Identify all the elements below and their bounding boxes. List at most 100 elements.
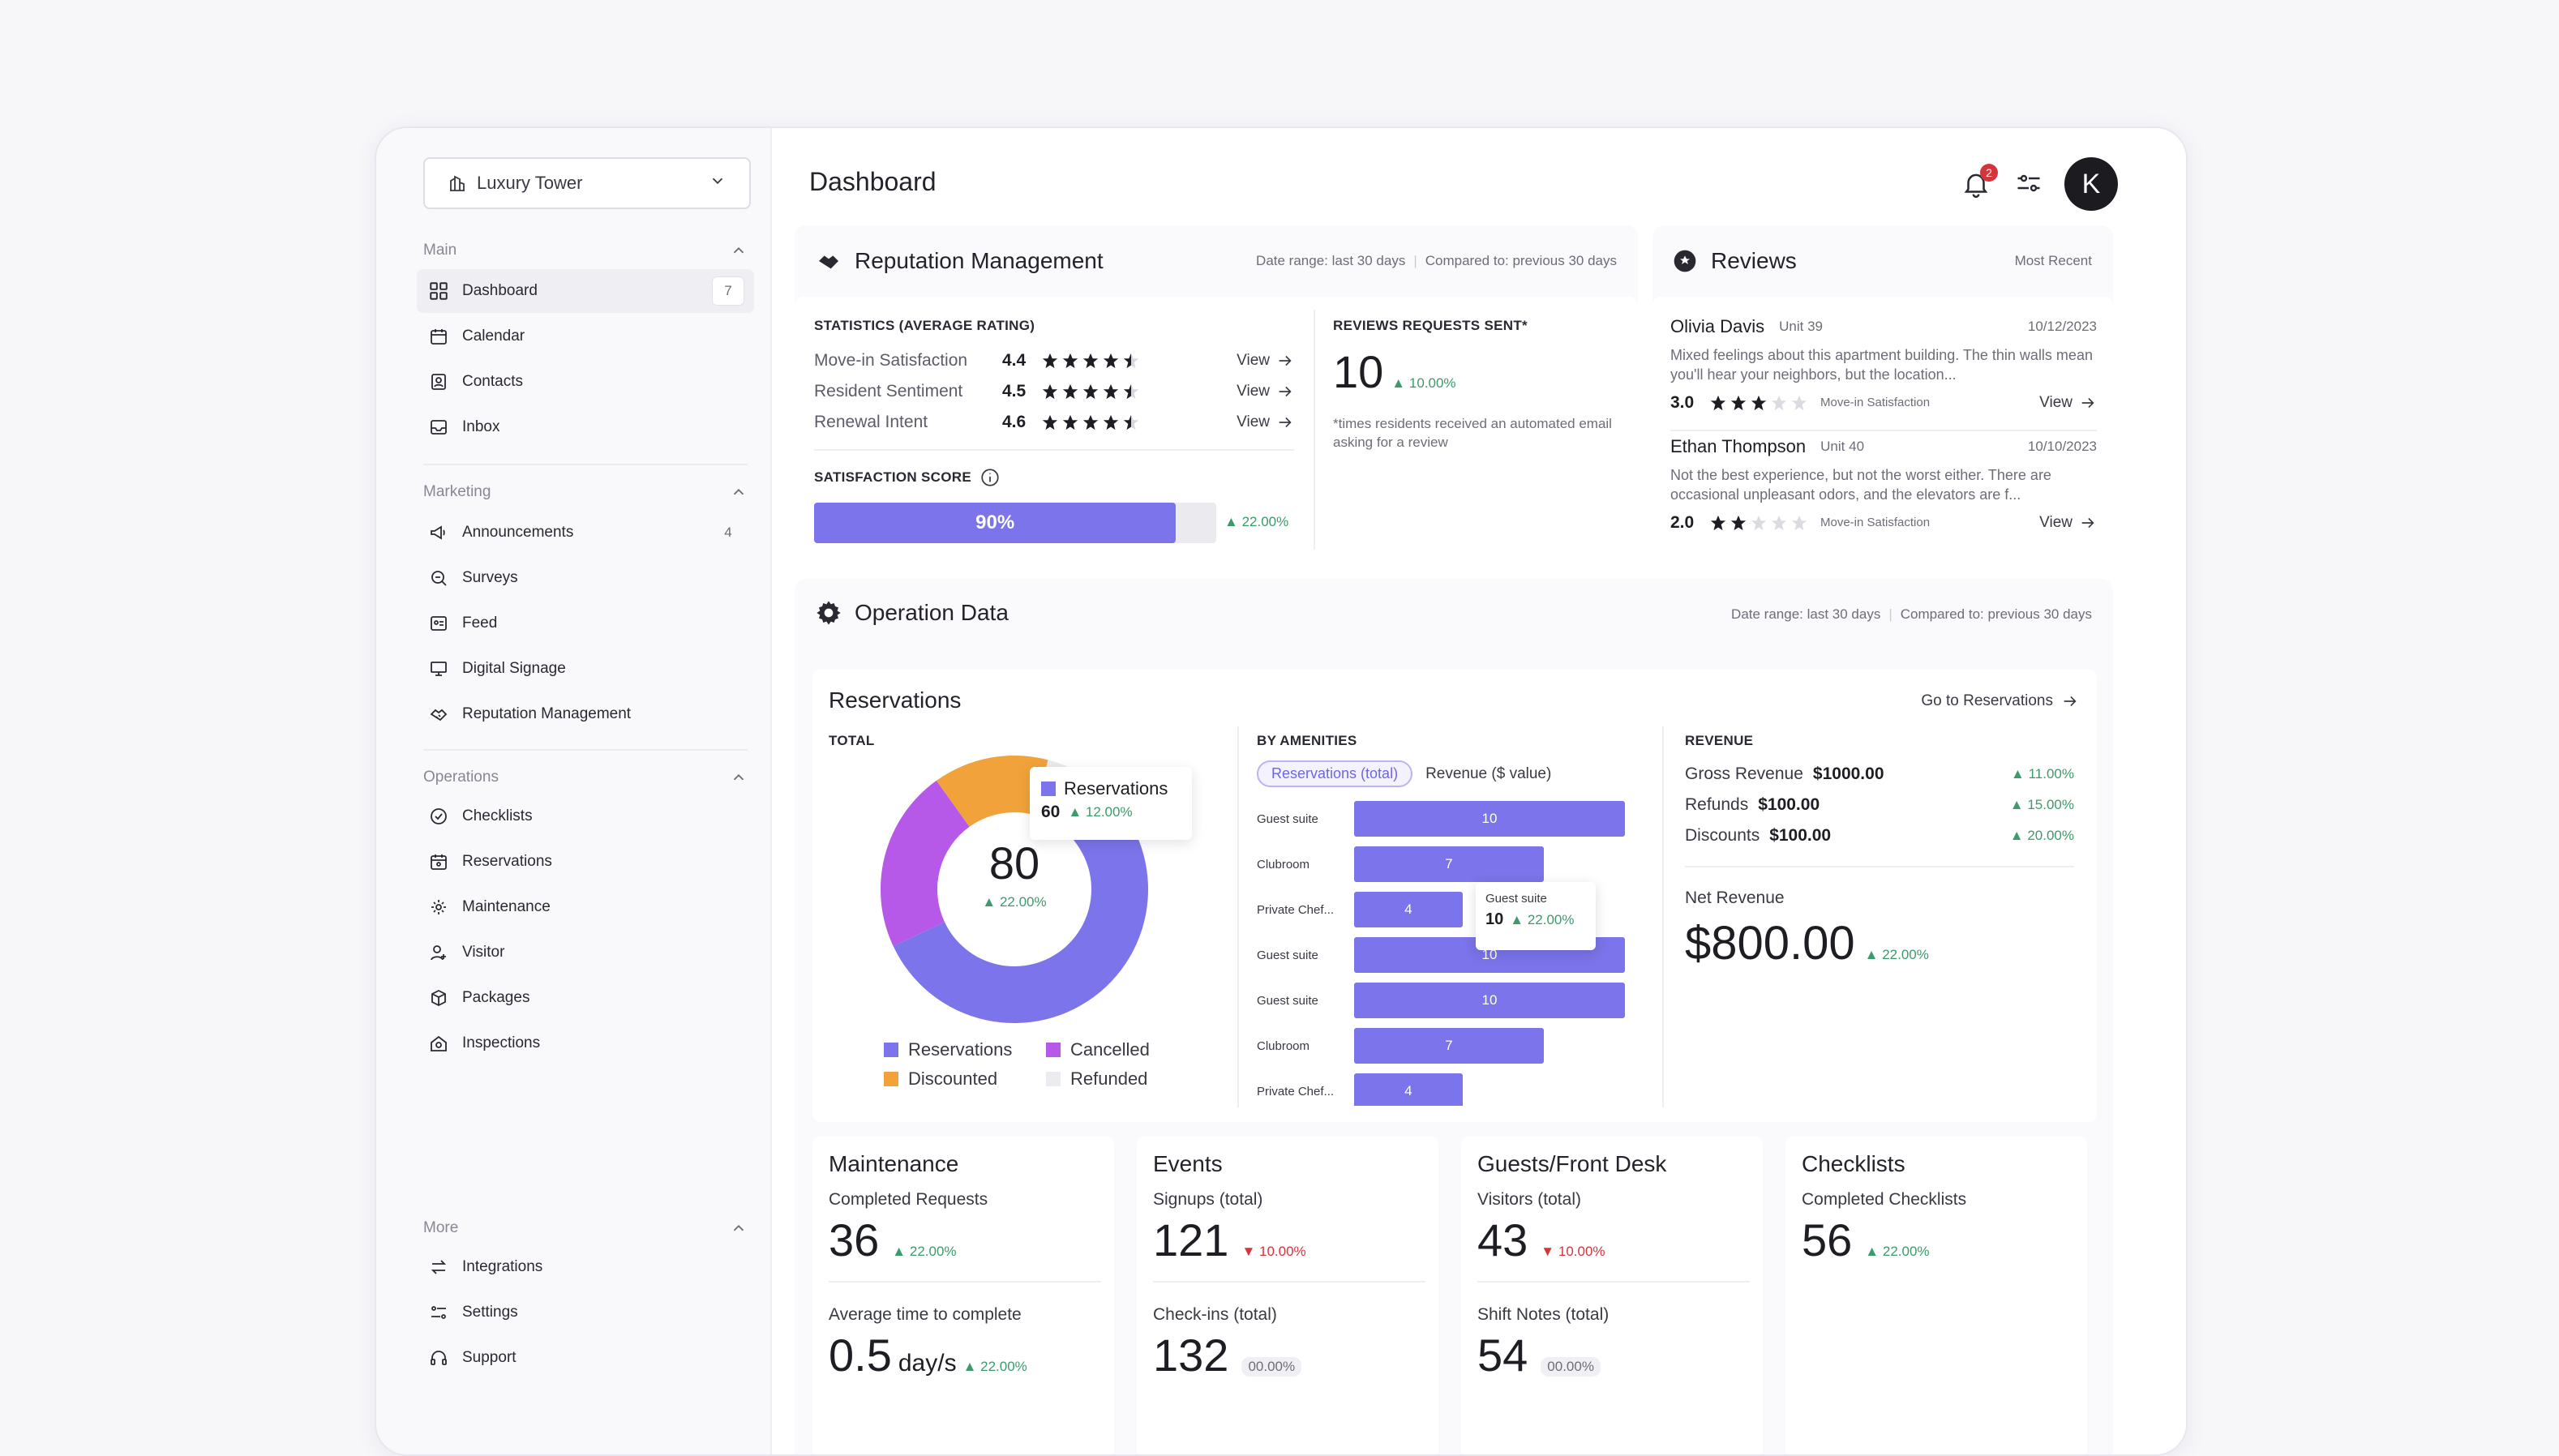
monitor-icon bbox=[426, 657, 451, 681]
donut-slice-reservations[interactable] bbox=[893, 780, 1148, 1023]
sidebar-item-announcements[interactable]: Announcements 4 bbox=[417, 511, 754, 555]
sidebar-item-label: Visitor bbox=[462, 944, 505, 961]
view-link[interactable]: View bbox=[1237, 352, 1294, 370]
property-selector[interactable]: Luxury Tower bbox=[423, 157, 751, 209]
star-rating bbox=[1041, 413, 1142, 431]
metric-unit: day/s bbox=[898, 1350, 957, 1377]
sidebar-item-packages[interactable]: Packages bbox=[417, 976, 754, 1020]
sidebar-item-visitor[interactable]: Visitor bbox=[417, 931, 754, 974]
view-link[interactable]: View bbox=[1237, 413, 1294, 431]
bar-row[interactable]: Private Chef... 4 bbox=[1257, 892, 1463, 927]
section-header-marketing[interactable]: Marketing bbox=[423, 483, 748, 501]
review-item[interactable]: Olivia Davis Unit 39 10/12/2023 Mixed fe… bbox=[1670, 316, 2097, 413]
donut-slice-discounted[interactable] bbox=[936, 756, 1048, 827]
sidebar-item-digital-signage[interactable]: Digital Signage bbox=[417, 647, 754, 691]
metric-value: 0.5 bbox=[829, 1330, 892, 1381]
tab-revenue[interactable]: Revenue ($ value) bbox=[1425, 764, 1552, 782]
chevron-up-icon bbox=[733, 1224, 744, 1231]
bar[interactable]: 4 bbox=[1354, 1073, 1463, 1106]
sidebar-item-surveys[interactable]: Surveys bbox=[417, 556, 754, 600]
avatar[interactable]: K bbox=[2064, 157, 2118, 211]
metric-value-row: 0.5 day/s ▲ 22.00% bbox=[829, 1330, 1027, 1381]
bar[interactable]: 7 bbox=[1354, 1028, 1544, 1064]
requests-value-row: 10 ▲ 10.00% bbox=[1333, 345, 1456, 398]
bar[interactable]: 4 bbox=[1354, 892, 1463, 927]
metric-value: 36 bbox=[829, 1214, 880, 1265]
metric-value-row: 56 ▲ 22.00% bbox=[1802, 1214, 1930, 1265]
package-icon bbox=[426, 986, 451, 1010]
bar-label: Private Chef... bbox=[1257, 902, 1335, 917]
metric-value: 121 bbox=[1153, 1214, 1229, 1265]
info-icon[interactable] bbox=[979, 467, 1001, 488]
metric-value: 54 bbox=[1477, 1330, 1528, 1381]
stat-label: Resident Sentiment bbox=[814, 382, 963, 400]
divider bbox=[829, 1281, 1101, 1283]
view-link[interactable]: View bbox=[2039, 514, 2097, 532]
metric-label: Completed Requests bbox=[829, 1190, 988, 1209]
sidebar-item-integrations[interactable]: Integrations bbox=[417, 1245, 754, 1289]
filter-settings-button[interactable] bbox=[2014, 169, 2043, 202]
sidebar-item-support[interactable]: Support bbox=[417, 1336, 754, 1380]
metric-change: 10.00% bbox=[1259, 1244, 1306, 1259]
reviewer-unit: Unit 40 bbox=[1820, 439, 1865, 454]
bar[interactable]: 10 bbox=[1354, 801, 1625, 837]
amenities-bar-chart: Guest suite 10 Clubroom 7 Private Chef... 4 Gu… bbox=[1257, 801, 1630, 1106]
bar-row[interactable]: Private Chef... 4 bbox=[1257, 1073, 1463, 1106]
section-header-operations[interactable]: Operations bbox=[423, 769, 748, 786]
vertical-divider bbox=[1662, 726, 1664, 1107]
bar[interactable]: 7 bbox=[1354, 846, 1544, 882]
stat-rating: 4.5 bbox=[1002, 382, 1027, 400]
view-link[interactable]: View bbox=[1237, 383, 1294, 400]
check-circle-icon bbox=[426, 804, 451, 829]
sidebar-item-dashboard[interactable]: Dashboard 7 bbox=[417, 269, 754, 313]
bar-label: Clubroom bbox=[1257, 857, 1310, 871]
bar-row[interactable]: Clubroom 7 bbox=[1257, 1028, 1544, 1064]
bar-row[interactable]: Clubroom 7 bbox=[1257, 846, 1544, 882]
section-header-main[interactable]: Main bbox=[423, 242, 748, 259]
star-rating bbox=[1709, 394, 1811, 412]
go-to-reservations-link[interactable]: Go to Reservations bbox=[1921, 692, 2079, 710]
arrow-right-icon bbox=[2081, 397, 2094, 408]
notifications-button[interactable]: 2 bbox=[1961, 164, 1998, 199]
stats-label: STATISTICS (AVERAGE RATING) bbox=[814, 318, 1035, 333]
section-header-more[interactable]: More bbox=[423, 1219, 748, 1237]
sidebar-item-inspections[interactable]: Inspections bbox=[417, 1021, 754, 1065]
bar-label: Guest suite bbox=[1257, 948, 1318, 962]
dashboard-icon bbox=[426, 279, 451, 303]
legend-item: Discounted bbox=[884, 1068, 1046, 1090]
view-link[interactable]: View bbox=[2039, 394, 2097, 412]
revenue-list: Gross Revenue $1000.00 ▲ 11.00% Refunds … bbox=[1685, 759, 2074, 851]
sidebar-item-feed[interactable]: Feed bbox=[417, 602, 754, 645]
metric-value: 132 bbox=[1153, 1330, 1229, 1381]
satisfaction-label: SATISFACTION SCORE bbox=[814, 469, 971, 485]
review-text: Not the best experience, but not the wor… bbox=[1670, 467, 2051, 503]
sidebar-item-inbox[interactable]: Inbox bbox=[417, 405, 754, 449]
reviews-sort[interactable]: Most Recent bbox=[2014, 253, 2092, 268]
sidebar-item-calendar[interactable]: Calendar bbox=[417, 315, 754, 358]
bell-icon bbox=[1964, 173, 1988, 199]
review-item[interactable]: Ethan Thompson Unit 40 10/10/2023 Not th… bbox=[1670, 436, 2097, 533]
stat-rating: 4.4 bbox=[1002, 351, 1027, 370]
sidebar-item-settings[interactable]: Settings bbox=[417, 1291, 754, 1334]
amenities-tabs: Reservations (total) Revenue ($ value) bbox=[1257, 760, 1551, 787]
bar-row[interactable]: Guest suite 10 bbox=[1257, 801, 1625, 837]
arrow-right-icon bbox=[1279, 355, 1292, 366]
bar[interactable]: 10 bbox=[1354, 983, 1625, 1018]
satisfaction-label-row: SATISFACTION SCORE bbox=[814, 467, 1001, 488]
review-rating: 2.0 bbox=[1670, 512, 1695, 532]
vertical-divider bbox=[1314, 310, 1315, 550]
sidebar-item-checklists[interactable]: Checklists bbox=[417, 794, 754, 838]
metric-label: Visitors (total) bbox=[1477, 1190, 1581, 1209]
sidebar-item-reservations[interactable]: Reservations bbox=[417, 840, 754, 884]
divider bbox=[423, 464, 748, 465]
review-bubble-icon bbox=[1674, 250, 1696, 272]
tab-reservations-total[interactable]: Reservations (total) bbox=[1257, 760, 1413, 787]
compared-to: Compared to: previous 30 days bbox=[1900, 606, 2092, 622]
sidebar-item-reputation-management[interactable]: Reputation Management bbox=[417, 692, 754, 736]
bar-row[interactable]: Guest suite 10 bbox=[1257, 983, 1625, 1018]
net-revenue-change: ▲ 22.00% bbox=[1864, 947, 1929, 962]
sidebar-item-maintenance[interactable]: Maintenance bbox=[417, 885, 754, 929]
sidebar-item-contacts[interactable]: Contacts bbox=[417, 360, 754, 404]
donut-slice-cancelled[interactable] bbox=[881, 780, 970, 947]
sidebar-item-label: Surveys bbox=[462, 569, 518, 586]
